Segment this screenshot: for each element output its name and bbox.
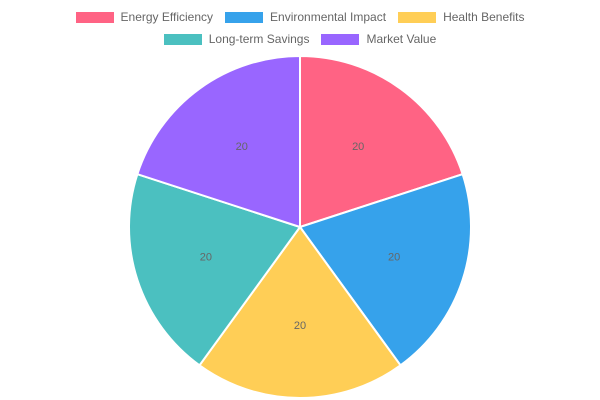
- legend-row-1: Energy Efficiency Environmental Impact H…: [0, 6, 600, 28]
- pie-slice-market-value[interactable]: [136, 54, 301, 229]
- pie-slice-energy-efficiency[interactable]: [299, 54, 464, 229]
- legend-label: Health Benefits: [443, 10, 525, 24]
- slice-value-label: 20: [388, 251, 400, 263]
- legend-row-2: Long-term Savings Market Value: [0, 28, 600, 50]
- slice-value-label: 20: [236, 141, 248, 153]
- legend-label: Market Value: [366, 32, 437, 46]
- legend-swatch: [75, 11, 114, 23]
- slice-value-label: 20: [200, 251, 212, 263]
- legend-label: Long-term Savings: [208, 32, 310, 46]
- legend-swatch: [225, 11, 264, 23]
- legend-swatch: [163, 33, 202, 45]
- legend-swatch: [321, 33, 360, 45]
- pie-slice-long-term-savings[interactable]: [128, 172, 302, 367]
- legend-item-health-benefits[interactable]: Health Benefits: [398, 6, 524, 28]
- legend-item-market-value[interactable]: Market Value: [321, 28, 436, 50]
- legend-swatch: [398, 11, 437, 23]
- pie-slice-environmental-impact[interactable]: [298, 172, 472, 367]
- pie-slice-health-benefits[interactable]: [198, 225, 402, 399]
- slice-value-label: 20: [352, 141, 364, 153]
- legend-item-energy-efficiency[interactable]: Energy Efficiency: [75, 6, 214, 28]
- legend-label: Energy Efficiency: [120, 10, 214, 24]
- chart-legend: Energy Efficiency Environmental Impact H…: [0, 6, 600, 50]
- legend-item-long-term-savings[interactable]: Long-term Savings: [163, 28, 310, 50]
- slice-value-label: 20: [294, 320, 306, 332]
- legend-label: Environmental Impact: [270, 10, 387, 24]
- legend-item-environmental-impact[interactable]: Environmental Impact: [225, 6, 386, 28]
